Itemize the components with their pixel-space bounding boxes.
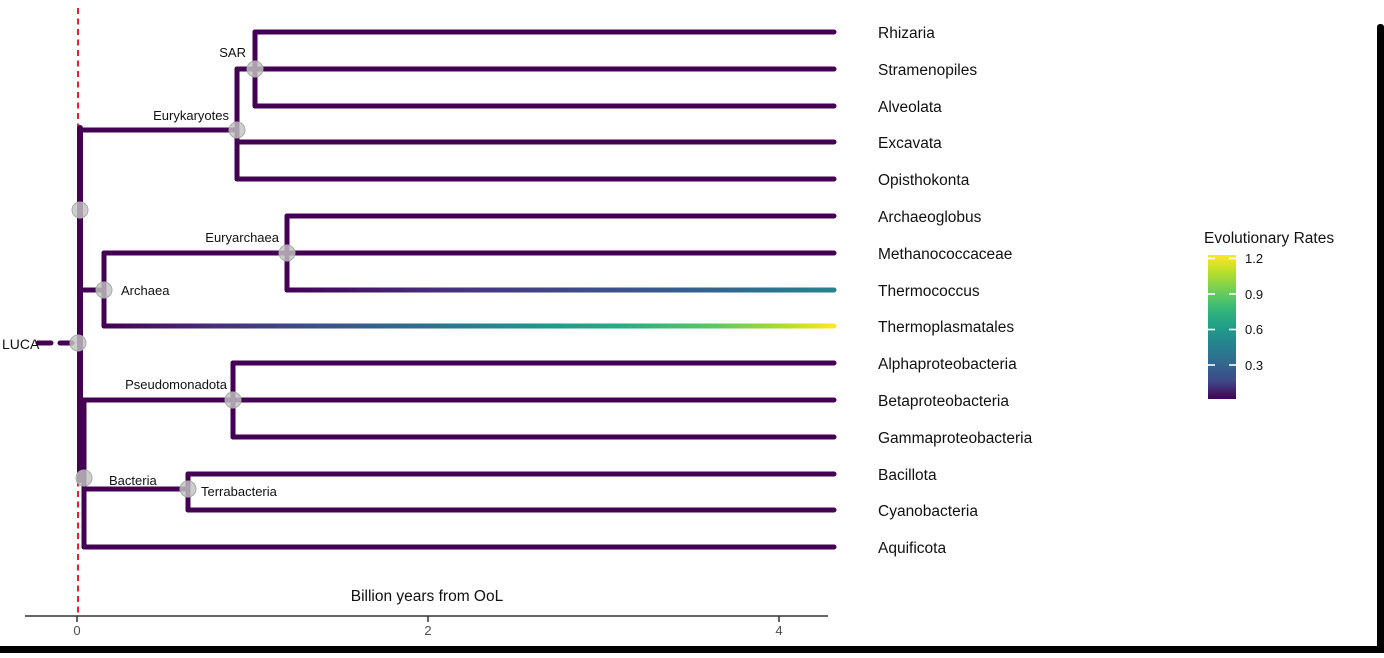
tip-label: Gammaproteobacteria <box>878 430 1033 447</box>
clade-label-eurykaryotes: Eurykaryotes <box>153 108 229 123</box>
tip-label: Cyanobacteria <box>878 503 978 520</box>
node-markers <box>69 60 296 498</box>
tip-label: Aquificota <box>878 540 946 557</box>
clade-label-euryarchaea: Euryarchaea <box>205 230 279 245</box>
frame-right-edge <box>1377 24 1384 653</box>
node-luca <box>69 334 87 352</box>
tip-label: Thermococcus <box>878 283 980 300</box>
clade-label-pseudomonadota: Pseudomonadota <box>125 377 228 392</box>
tip-label: Alveolata <box>878 99 942 116</box>
node-bacteria <box>75 469 93 487</box>
tip-labels: Rhizaria Stramenopiles Alveolata Excavat… <box>878 25 1033 557</box>
node-euryarchaea <box>278 244 296 262</box>
tip-label: Excavata <box>878 135 942 152</box>
node-pseudomonadota <box>224 391 242 409</box>
tip-label: Thermoplasmatales <box>878 319 1014 336</box>
tip-label: Archaeoglobus <box>878 209 982 226</box>
x-axis-tick-label: 0 <box>73 623 80 638</box>
legend-tick-label: 1.2 <box>1245 251 1263 266</box>
tip-label: Alphaproteobacteria <box>878 356 1017 373</box>
clade-label-archaea: Archaea <box>121 283 170 298</box>
tip-label: Stramenopiles <box>878 62 977 79</box>
node-terrabacteria <box>179 480 197 498</box>
clade-label-bacteria: Bacteria <box>109 473 157 488</box>
legend-tick-label: 0.6 <box>1245 322 1263 337</box>
tip-label: Bacillota <box>878 467 937 484</box>
x-axis-tick-label: 2 <box>424 623 431 638</box>
x-axis-tick-label: 4 <box>775 623 782 638</box>
node-eurykaryotes <box>228 121 246 139</box>
node-archaea <box>95 281 113 299</box>
tip-label: Rhizaria <box>878 25 935 42</box>
legend-title: Evolutionary Rates <box>1204 230 1334 247</box>
legend-tick-label: 0.9 <box>1245 287 1263 302</box>
x-axis: 0 2 4 Billion years from OoL <box>25 588 828 638</box>
frame-bottom-bar <box>0 646 1384 653</box>
clade-label-luca: LUCA <box>2 336 40 352</box>
tip-label: Methanococcaceae <box>878 246 1012 263</box>
tip-label: Betaproteobacteria <box>878 393 1009 410</box>
clade-label-sar: SAR <box>219 45 246 60</box>
node-archaea-eukaryota-split <box>71 201 89 219</box>
branches <box>35 29 837 550</box>
legend-colorbar-ticks <box>1208 257 1236 366</box>
legend-evolutionary-rates: Evolutionary Rates 1.2 0.9 0.6 0.3 <box>1204 230 1334 399</box>
node-sar <box>246 60 264 78</box>
clade-label-terrabacteria: Terrabacteria <box>201 484 278 499</box>
legend-colorbar <box>1208 255 1236 399</box>
legend-tick-label: 0.3 <box>1245 358 1263 373</box>
tip-label: Opisthokonta <box>878 172 970 189</box>
x-axis-title: Billion years from OoL <box>351 588 504 605</box>
